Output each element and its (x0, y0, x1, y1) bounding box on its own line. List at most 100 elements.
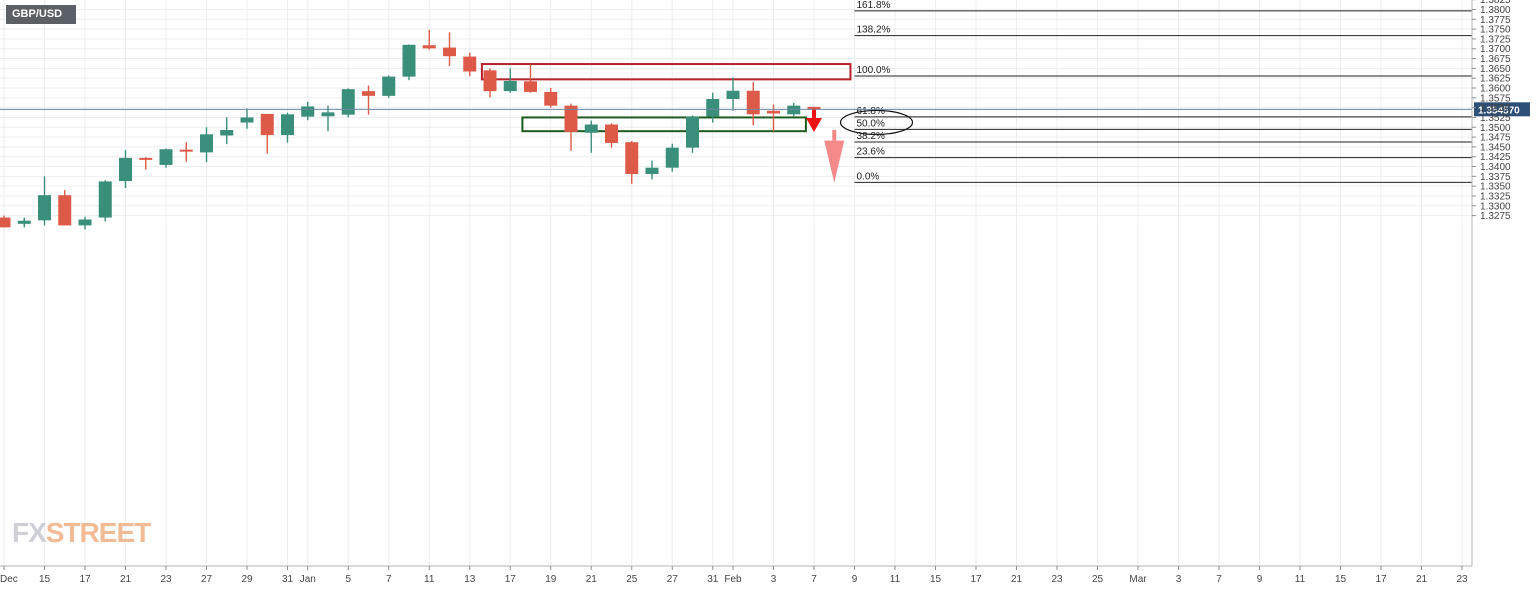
x-tick-label: 19 (545, 574, 557, 585)
y-tick-label: 1.3350 (1480, 182, 1511, 193)
y-tick-label: 1.3600 (1480, 83, 1511, 94)
axis-layer: 1.38251.38001.37751.37501.37251.37001.36… (0, 0, 1511, 585)
x-tick-label: Jan (300, 574, 316, 585)
y-tick-label: 1.3375 (1480, 172, 1511, 183)
x-tick-label: 23 (160, 574, 172, 585)
y-tick-label: 1.3725 (1480, 34, 1511, 45)
x-tick-label: 9 (1257, 574, 1263, 585)
candle-body (58, 195, 72, 226)
candle-body (78, 219, 92, 226)
candle-body (341, 89, 355, 115)
x-tick-label: 21 (1011, 574, 1023, 585)
fib-level-label: 38.2% (857, 131, 885, 142)
candle-body (362, 91, 375, 96)
y-tick-label: 1.3625 (1480, 74, 1511, 85)
candle-body (159, 149, 173, 165)
x-tick-label: 5 (345, 574, 351, 585)
fib-level-label: 138.2% (857, 25, 891, 36)
candle-body (605, 124, 618, 143)
candle-body (422, 45, 436, 49)
x-tick-label: 17 (970, 574, 982, 585)
candle-body (382, 76, 396, 96)
y-tick-label: 1.3650 (1480, 64, 1511, 75)
x-tick-label: 25 (626, 574, 638, 585)
candle-body (301, 106, 315, 117)
y-tick-label: 1.3475 (1480, 133, 1511, 144)
candle-body (665, 147, 679, 168)
x-tick-label: 17 (1375, 574, 1387, 585)
x-tick-label: 7 (811, 574, 817, 585)
x-tick-label: 15 (39, 574, 51, 585)
candle-body (463, 56, 477, 72)
x-tick-label: 25 (1092, 574, 1104, 585)
symbol-badge: GBP/USD (6, 5, 76, 24)
candle-body (524, 81, 537, 92)
fib-level-label: 23.6% (857, 147, 885, 158)
candle-body (321, 112, 335, 117)
y-tick-label: 1.3450 (1480, 142, 1511, 153)
x-tick-label: 21 (1416, 574, 1428, 585)
candle-body (544, 91, 558, 106)
fib-level-label: 0.0% (857, 171, 880, 182)
y-tick-label: 1.3275 (1480, 211, 1511, 222)
x-tick-label: 21 (586, 574, 598, 585)
watermark-text-street: STREET (45, 517, 151, 548)
candle-body (807, 106, 821, 110)
x-tick-label: 31 (707, 574, 719, 585)
x-tick-label: 11 (1295, 574, 1306, 585)
short-target-arrow-head (806, 117, 822, 132)
candle-body (443, 47, 456, 57)
candle-body (503, 80, 517, 92)
x-tick-label: 29 (241, 574, 253, 585)
x-tick-label: 3 (1176, 574, 1182, 585)
x-tick-label: 13 (464, 574, 476, 585)
fib-highlight-ellipse (839, 109, 914, 136)
extended-target-arrow-head (824, 140, 845, 183)
x-tick-label: 9 (852, 574, 858, 585)
x-tick-label: 17 (79, 574, 91, 585)
candle-body (645, 167, 659, 174)
y-tick-label: 1.3325 (1480, 191, 1511, 202)
candle-body (686, 116, 699, 148)
x-tick-label: 27 (201, 574, 213, 585)
y-tick-label: 1.3575 (1480, 93, 1511, 104)
fib-level-label: 61.8% (857, 106, 885, 117)
x-tick-label: 15 (930, 574, 942, 585)
short-target-arrow-shaft (812, 109, 816, 118)
y-tick-label: 1.3300 (1480, 201, 1511, 212)
candle-body (119, 157, 132, 182)
candle-body (240, 117, 254, 123)
candle-body (98, 181, 112, 218)
x-tick-label: 23 (1051, 574, 1063, 585)
y-tick-label: 1.3500 (1480, 123, 1511, 134)
y-tick-label: 1.3775 (1480, 15, 1511, 26)
candle-body (767, 110, 780, 114)
arrow-layer (806, 109, 845, 183)
candle-body (17, 220, 31, 224)
candle-body (260, 113, 274, 136)
candle-body (179, 149, 193, 152)
y-tick-label: 1.3425 (1480, 152, 1511, 163)
y-tick-label: 1.3525 (1480, 113, 1511, 124)
y-tick-label: 1.3700 (1480, 44, 1511, 55)
x-tick-label: 23 (1456, 574, 1468, 585)
plot-area (0, 0, 1472, 566)
y-tick-label: 1.3400 (1480, 162, 1511, 173)
candle-layer (0, 29, 821, 230)
y-tick-label: 1.3550 (1480, 103, 1511, 114)
x-tick-label: 7 (386, 574, 392, 585)
candle-body (746, 90, 760, 115)
fib-level-label: 100.0% (857, 65, 891, 76)
x-tick-label: Dec (0, 574, 18, 585)
fib-layer: 161.8% 138.2% 100.0% 61.8%50.0% 38.2% 23.6% 0.… (839, 0, 1472, 183)
x-tick-label: 27 (667, 574, 679, 585)
x-tick-label: 7 (1216, 574, 1222, 585)
fib-level-label: 50.0% (857, 118, 885, 129)
current-price-badge (1474, 102, 1530, 117)
candle-body (726, 90, 740, 99)
support-zone-box (521, 116, 807, 133)
candle-body (625, 142, 639, 174)
x-tick-label: 17 (505, 574, 517, 585)
candle-body (0, 217, 11, 228)
